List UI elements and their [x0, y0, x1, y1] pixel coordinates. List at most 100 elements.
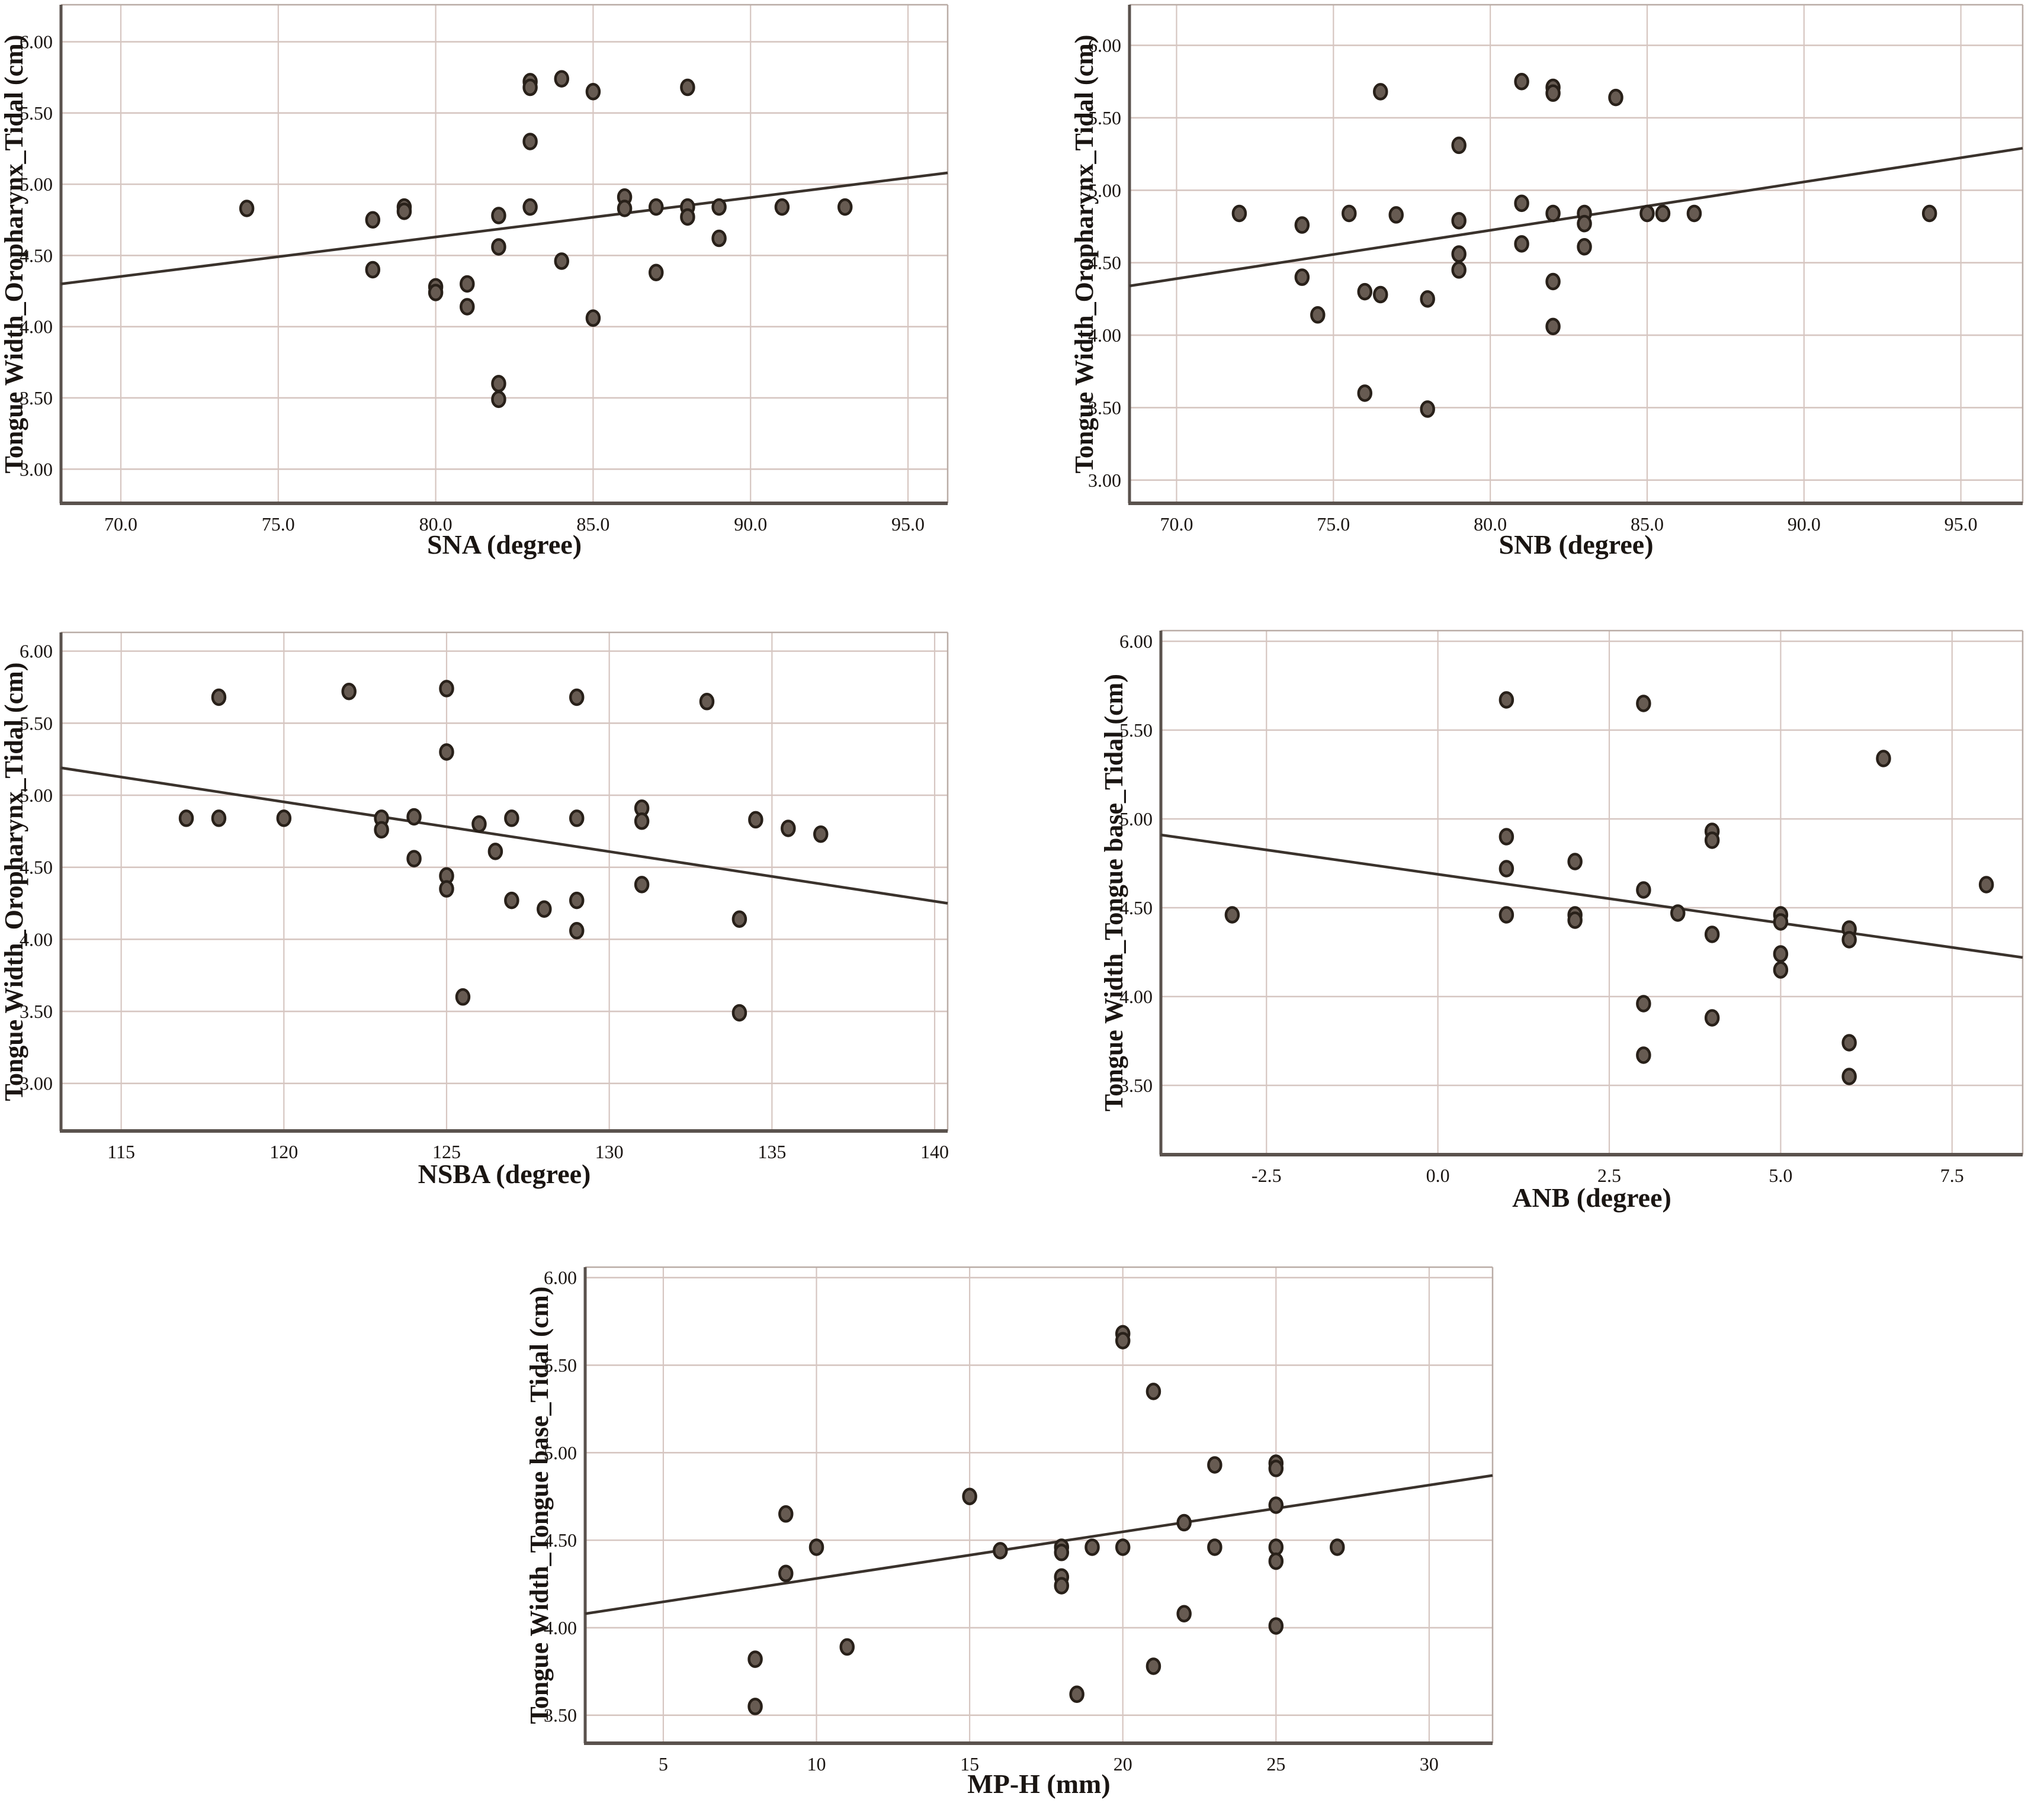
x-tick-label: 20: [1114, 1753, 1132, 1775]
data-point: [748, 811, 763, 829]
data-point: [778, 1564, 794, 1583]
data-point: [1330, 1538, 1345, 1556]
data-point: [1876, 750, 1891, 767]
y-tick-label: 5.50: [20, 102, 53, 124]
x-axis-title-snb: SNB (degree): [1498, 529, 1653, 560]
x-tick-label: 70.0: [1160, 513, 1193, 535]
data-point: [585, 309, 601, 327]
x-tick-label: -2.5: [1252, 1165, 1282, 1186]
data-point: [1268, 1617, 1284, 1635]
plot-snb-content: 70.0 75.0 80.0 85.0 90.0 95.0 6.00 5.50 5.00 4.50…: [1088, 4, 2024, 535]
data-point: [1372, 285, 1388, 304]
data-point: [491, 238, 506, 256]
data-point: [1268, 1538, 1284, 1556]
x-tick-label: 25: [1266, 1753, 1285, 1775]
data-point: [1342, 204, 1357, 223]
data-point: [993, 1542, 1008, 1560]
data-point: [747, 1650, 763, 1668]
data-point: [374, 821, 389, 839]
x-tick-label: 95.0: [891, 513, 925, 535]
data-point: [680, 78, 695, 97]
x-tick-label: 7.5: [1940, 1165, 1964, 1186]
data-point: [211, 809, 227, 827]
y-tick-label: 5.00: [1119, 808, 1153, 830]
x-tick-label: 140: [920, 1141, 949, 1162]
data-point: [455, 988, 471, 1006]
y-tick-label: 6.00: [1119, 631, 1153, 652]
y-tick-label: 5.00: [20, 173, 53, 195]
plot-nsba-content: 115 120 125 130 135 140 6.00 5.50 5.00 4.50 4.00 3.…: [20, 631, 949, 1162]
data-point: [1636, 995, 1651, 1013]
data-point: [428, 278, 444, 296]
x-tick-label: 130: [595, 1141, 624, 1162]
data-point: [1577, 214, 1592, 233]
data-point: [774, 198, 790, 216]
data-point: [1498, 691, 1514, 709]
data-point: [1773, 906, 1789, 924]
data-point: [1268, 1460, 1284, 1477]
data-point: [491, 390, 506, 409]
data-point: [554, 252, 570, 270]
data-point: [491, 207, 506, 224]
y-tick-label: 5.50: [1088, 107, 1121, 128]
data-point: [1498, 828, 1514, 846]
data-point: [648, 198, 664, 216]
data-point: [439, 680, 454, 698]
data-point: [1310, 306, 1326, 324]
data-point: [1294, 216, 1310, 234]
x-axis-title-anb: ANB (degree): [1512, 1182, 1671, 1213]
y-tick-label: 3.50: [544, 1705, 577, 1726]
data-point: [1084, 1538, 1100, 1556]
y-axis-title-mph: Tongue Width_Tongue base_Tidal (cm): [525, 1287, 554, 1724]
data-point: [1545, 204, 1561, 223]
data-point: [439, 743, 454, 761]
data-point: [504, 891, 519, 910]
data-point: [747, 1698, 763, 1715]
data-point: [634, 799, 650, 817]
y-tick-label: 4.00: [1088, 324, 1121, 346]
data-point: [617, 188, 633, 206]
data-point: [554, 70, 570, 88]
data-point: [1841, 1068, 1857, 1085]
data-point: [1639, 204, 1655, 223]
plot-anb-content: -2.5 0.0 2.5 5.0 7.5 6.00 5.50 5.00 4.50 4.00 3.50: [1119, 629, 2024, 1186]
data-point: [522, 73, 538, 91]
data-point: [1567, 906, 1583, 924]
data-point: [699, 693, 715, 711]
data-point: [1773, 945, 1789, 963]
y-tick-label: 6.00: [20, 641, 53, 662]
data-point: [460, 275, 475, 293]
data-point: [428, 284, 444, 301]
data-point: [778, 1505, 794, 1523]
y-tick-label: 4.00: [20, 928, 53, 950]
data-point: [1451, 245, 1467, 263]
x-tick-label: 5: [659, 1753, 668, 1775]
data-point: [491, 375, 506, 393]
data-point: [1054, 1577, 1070, 1595]
data-point: [178, 809, 194, 827]
data-point: [1545, 317, 1561, 336]
data-point: [711, 229, 727, 248]
data-point: [813, 825, 829, 843]
x-tick-label: 30: [1420, 1753, 1439, 1775]
data-point: [1207, 1538, 1222, 1556]
x-tick-label: 75.0: [262, 513, 295, 535]
data-point: [569, 809, 585, 827]
y-tick-label: 5.50: [1119, 719, 1153, 741]
y-tick-label: 6.00: [1088, 35, 1121, 56]
y-tick-label: 3.50: [1119, 1075, 1153, 1096]
data-point: [1176, 1513, 1192, 1532]
data-point: [1420, 290, 1435, 308]
data-point: [1636, 881, 1651, 899]
data-point: [1388, 206, 1404, 224]
x-tick-label: 2.5: [1597, 1165, 1621, 1186]
data-point: [731, 910, 747, 928]
data-point: [504, 809, 519, 827]
data-point: [1567, 853, 1583, 870]
data-point: [634, 876, 650, 894]
y-axis-title-anb: Tongue Width_Tongue base_Tidal (cm): [1099, 674, 1128, 1111]
